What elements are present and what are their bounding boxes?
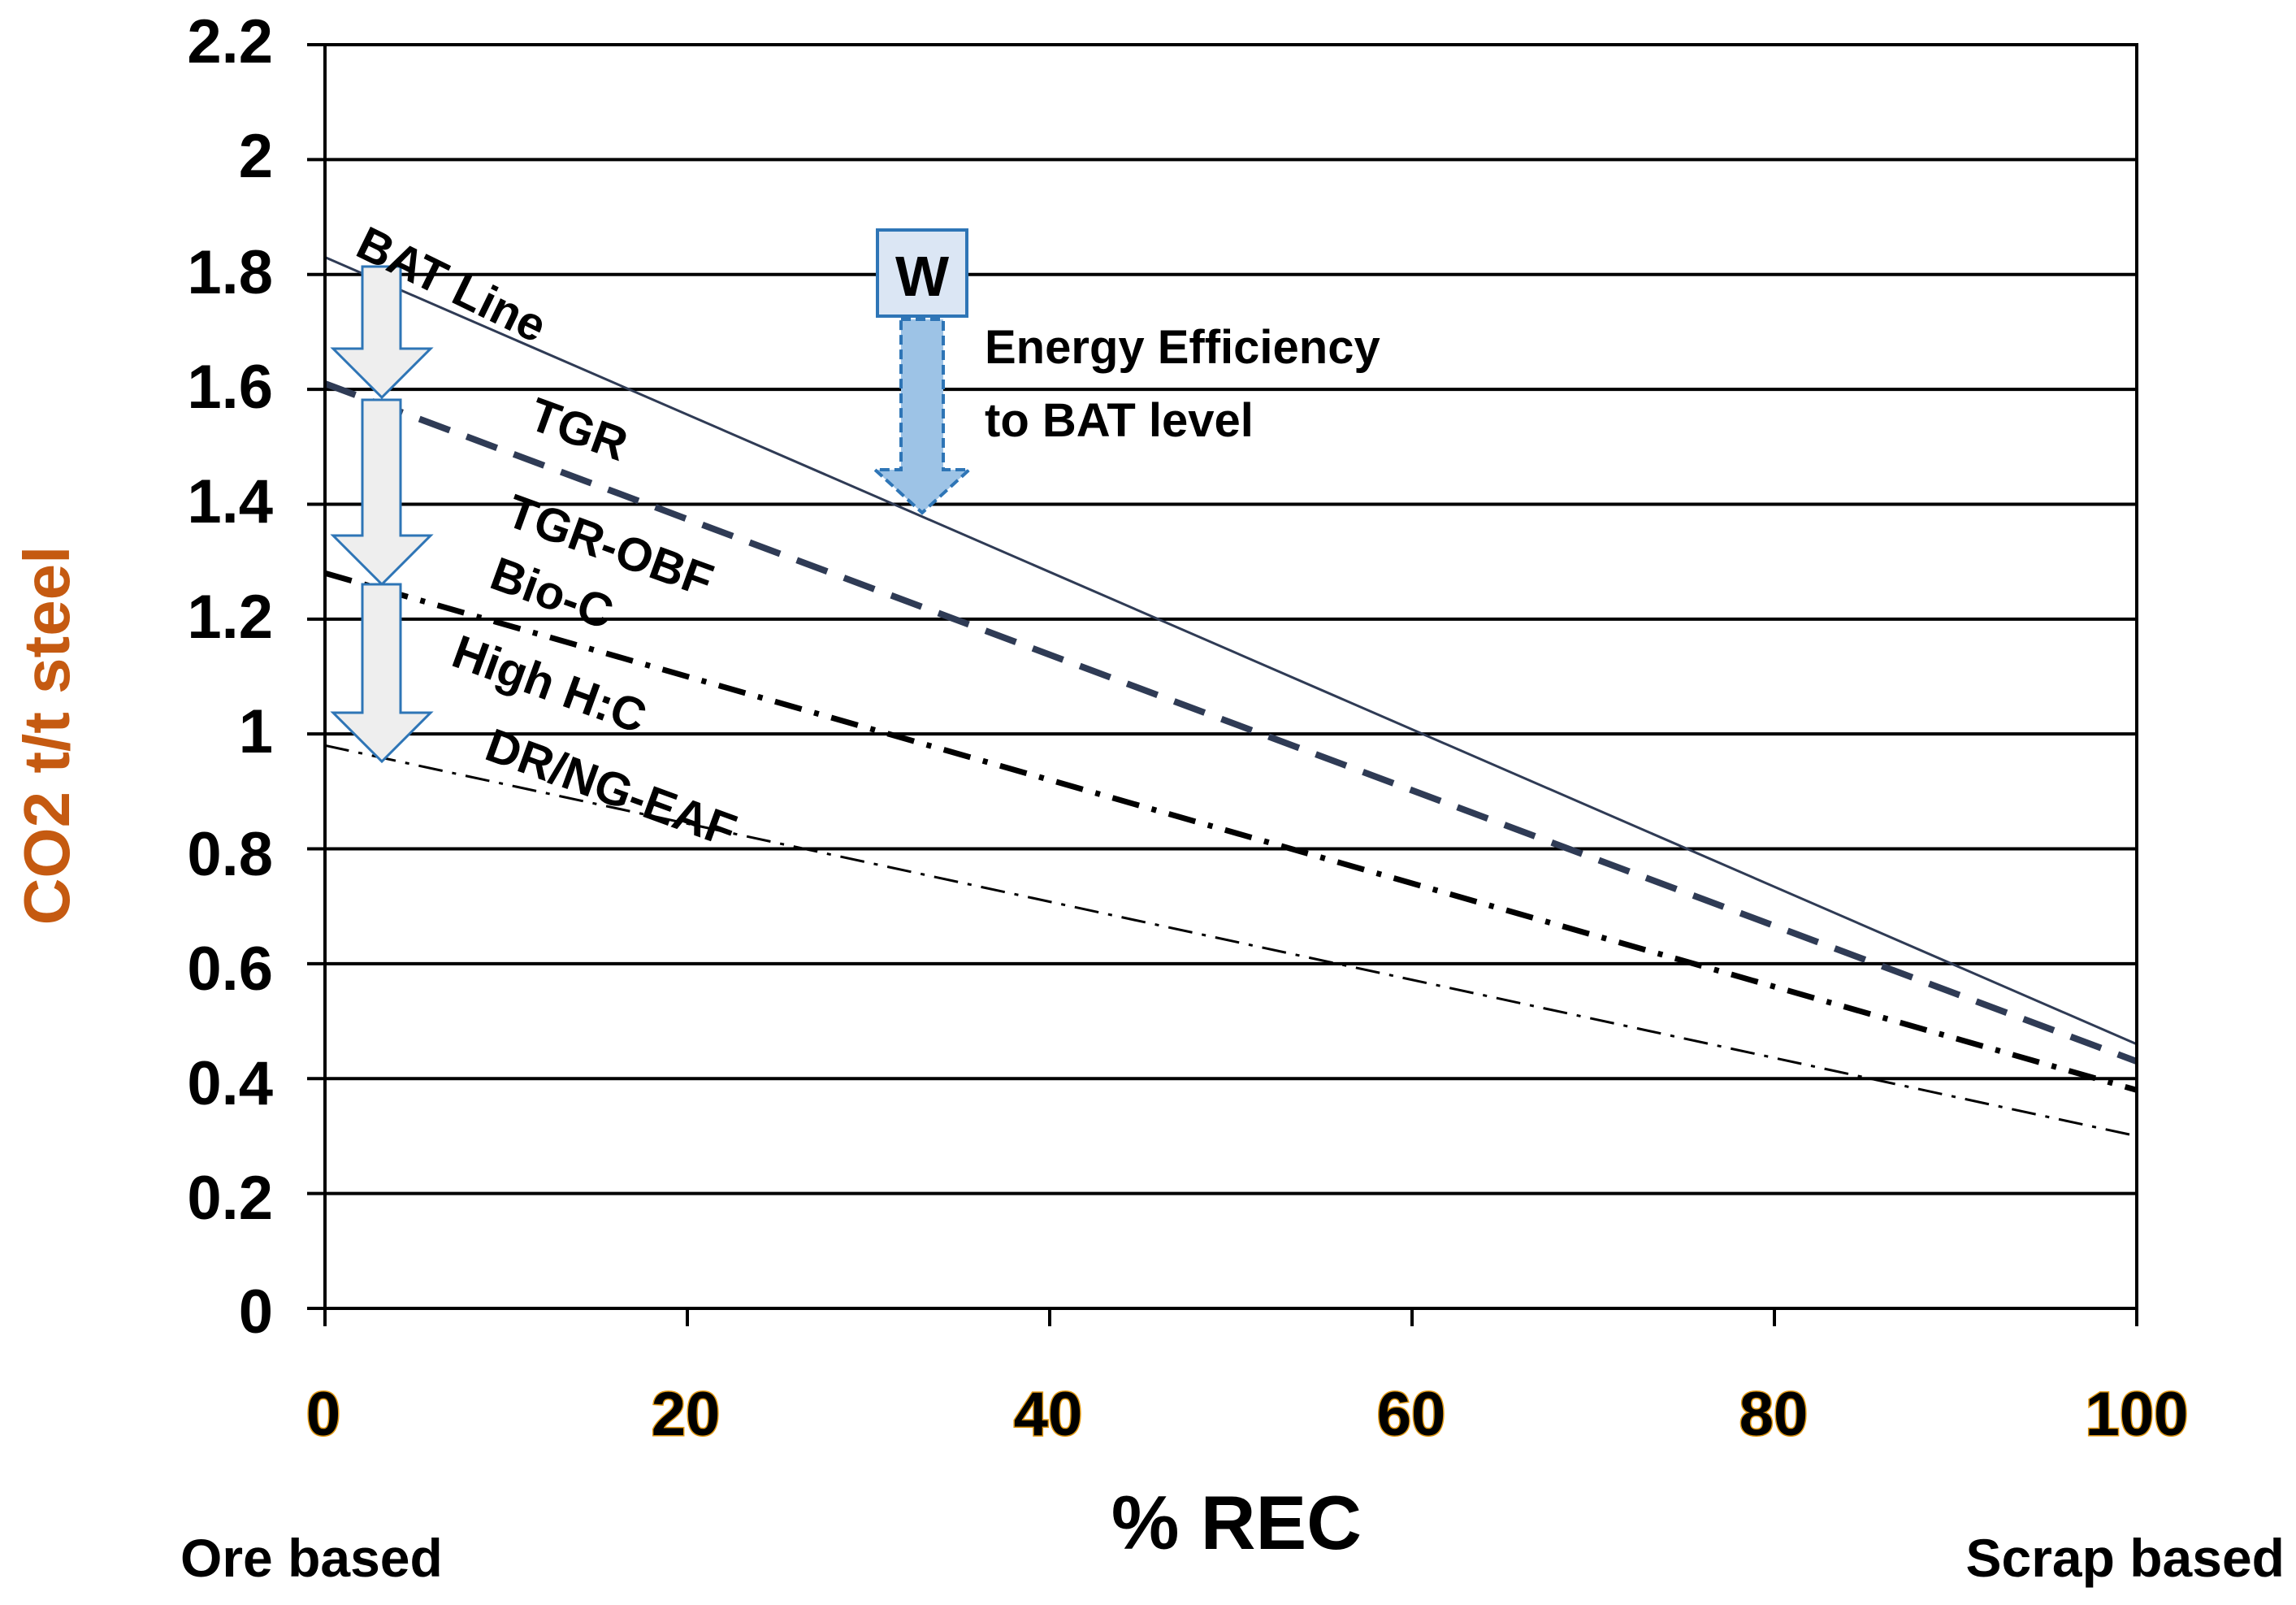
x-tick-label: 60 [1377,1380,1446,1449]
reduction-step-arrows [330,265,434,764]
scrap-based-label: Scrap based [1965,1528,2285,1588]
x-tick-label: 20 [652,1380,721,1449]
series-lines [323,256,2138,1138]
x-tick-label: 100 [2086,1380,2189,1449]
plot-border [323,43,2138,1310]
y-tick-label: 1.8 [187,238,273,307]
step-arrow-1 [330,265,434,400]
energy-efficiency-line2: to BAT level [985,394,1254,447]
y-tick-label: 0.2 [187,1164,273,1233]
y-tick-labels: 0 0.2 0.4 0.6 0.8 1 1.2 1.4 1.6 1.8 2 2.… [187,7,273,1347]
plot-frame [323,43,2138,1310]
y-tick-label: 1.4 [187,467,273,536]
ore-based-label: Ore based [180,1528,443,1588]
y-tick-label: 2.2 [187,7,273,76]
y-tick-label: 0.4 [187,1049,273,1118]
series-line-tgr [323,380,2138,1065]
step-arrow-2 [330,398,434,587]
y-tick-label: 1 [239,697,273,766]
step-arrow-3 [330,583,434,764]
x-tick-label: 0 [306,1380,340,1449]
series-line-tgr-obf [324,570,2138,1093]
y-tick-label: 0.8 [187,820,273,889]
energy-efficiency-line1: Energy Efficiency [985,321,1380,374]
x-tick-label: 80 [1739,1380,1809,1449]
label-tgr: TGR [523,388,635,471]
y-tick-label: 1.6 [187,353,273,422]
energy-efficiency-annotation: W Energy Efficiency to BAT level [870,228,1380,515]
x-tick-labels: 0 20 40 60 80 100 [305,1379,2190,1451]
label-high-hc: High H:C [446,625,653,744]
w-box-label: W [895,245,949,308]
y-tick-label: 0 [239,1277,273,1347]
y-tick-label: 2 [239,122,273,191]
x-tick-label: 40 [1014,1380,1083,1449]
y-axis-title: CO2 t/t steel [11,546,83,926]
y-tick-label: 0.6 [187,935,273,1004]
series-line-dr-ng-eaf [324,744,2138,1138]
series-line-bat-line [324,256,2138,1046]
x-axis-title: % REC [1111,1480,1362,1565]
y-tick-label: 1.2 [187,583,273,652]
w-box [876,228,968,318]
energy-efficiency-arrow [870,318,974,515]
